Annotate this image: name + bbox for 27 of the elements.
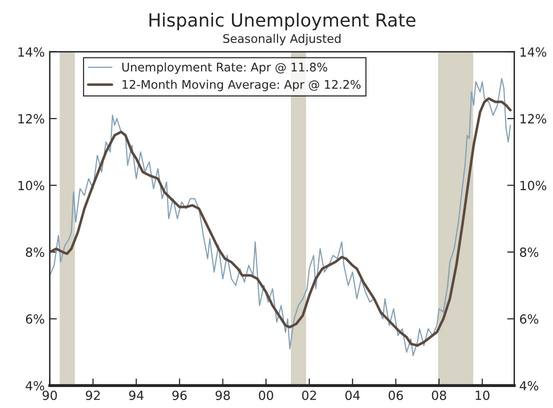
- legend-label: Unemployment Rate: Apr @ 11.8%: [122, 62, 328, 74]
- y2-tick-label: 12%: [520, 114, 546, 124]
- x-tick-label: 98: [216, 390, 230, 400]
- y-tick-label: 14%: [18, 47, 44, 57]
- x-tick-label: 08: [432, 390, 446, 400]
- y2-tick-label: 10%: [520, 180, 546, 190]
- chart-title: Hispanic Unemployment Rate: [150, 12, 416, 30]
- legend-label: 12-Month Moving Average: Apr @ 12.2%: [122, 80, 361, 92]
- y2-tick-label: 4%: [520, 381, 538, 390]
- y2-tick-label: 8%: [520, 248, 538, 257]
- y-tick-label: 8%: [26, 248, 44, 257]
- x-tick-label: 02: [302, 390, 316, 400]
- x-tick-label: 06: [388, 390, 403, 400]
- y-tick-label: 4%: [26, 381, 44, 390]
- x-tick-label: 10: [476, 390, 490, 400]
- y2-tick-label: 6%: [520, 314, 538, 324]
- y-tick-label: 12%: [18, 114, 44, 124]
- x-tick-label: 04: [345, 390, 360, 400]
- x-tick-label: 92: [86, 390, 100, 400]
- x-tick-label: 94: [129, 390, 144, 400]
- y-tick-label: 10%: [18, 180, 44, 190]
- x-tick-label: 90: [42, 390, 57, 400]
- x-tick-label: 96: [172, 390, 187, 400]
- chart-subtitle: Seasonally Adjusted: [223, 34, 340, 46]
- y2-tick-label: 14%: [520, 47, 546, 57]
- y-tick-label: 6%: [26, 314, 44, 324]
- x-tick-label: 00: [258, 390, 274, 400]
